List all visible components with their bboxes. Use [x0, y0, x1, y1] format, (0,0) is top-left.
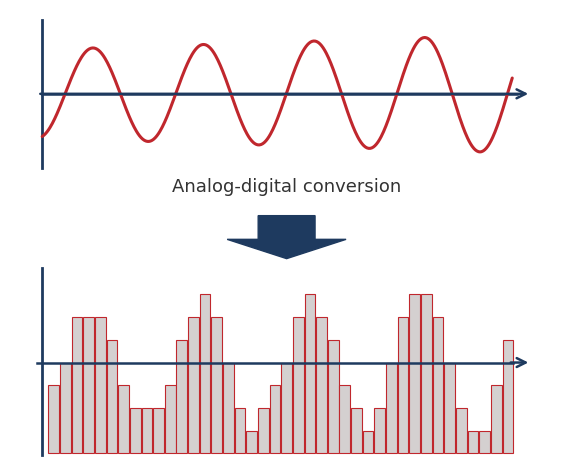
Bar [118, 385, 129, 454]
Bar [409, 294, 420, 454]
Bar [211, 317, 222, 454]
Bar [293, 317, 303, 454]
Bar [235, 408, 246, 454]
Bar [363, 431, 374, 454]
Bar [456, 408, 466, 454]
Bar [153, 408, 164, 454]
Bar [398, 317, 409, 454]
Bar [328, 340, 338, 454]
Bar [95, 317, 106, 454]
Bar [468, 431, 478, 454]
Bar [386, 362, 397, 454]
Bar [107, 340, 117, 454]
Bar [433, 317, 443, 454]
Bar [445, 362, 455, 454]
Bar [176, 340, 187, 454]
Bar [374, 408, 385, 454]
Bar [165, 385, 175, 454]
Bar [421, 294, 432, 454]
Bar [60, 362, 71, 454]
Bar [142, 408, 152, 454]
Bar [200, 294, 210, 454]
Bar [188, 317, 199, 454]
Bar [351, 408, 362, 454]
Bar [48, 385, 59, 454]
Bar [502, 340, 513, 454]
Bar [339, 385, 350, 454]
Bar [83, 317, 94, 454]
Bar [270, 385, 280, 454]
Bar [479, 431, 490, 454]
Polygon shape [227, 216, 346, 258]
Bar [130, 408, 140, 454]
Bar [305, 294, 315, 454]
Text: Analog-digital conversion: Analog-digital conversion [172, 178, 401, 196]
Bar [71, 317, 83, 454]
Bar [246, 431, 257, 454]
Bar [281, 362, 292, 454]
Bar [316, 317, 327, 454]
Bar [223, 362, 234, 454]
Bar [258, 408, 269, 454]
Bar [491, 385, 502, 454]
